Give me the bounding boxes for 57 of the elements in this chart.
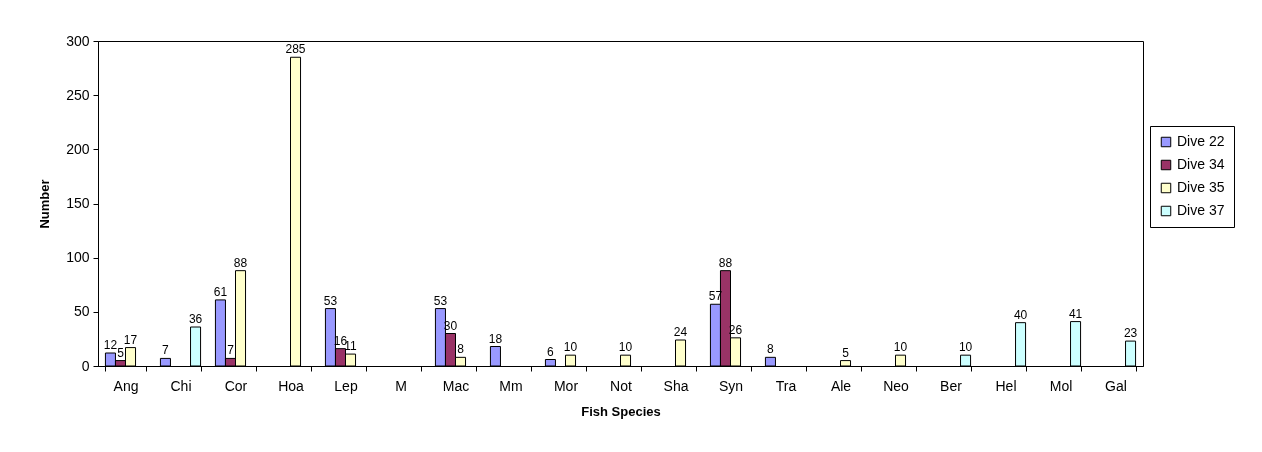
x-tick-label: Mor (553, 377, 579, 394)
x-tick-label: Ber (940, 377, 963, 394)
y-tick-label: 50 (73, 303, 90, 320)
x-tick-label: M (395, 377, 407, 394)
data-label: 88 (718, 255, 733, 270)
data-label: 24 (673, 325, 688, 339)
x-tick-label: Hel (995, 377, 1017, 394)
x-tick-label: Hoa (278, 377, 305, 394)
data-label: 53 (323, 293, 338, 308)
data-label: 10 (618, 340, 633, 355)
x-tick-label: Lep (334, 377, 358, 394)
x-tick-label: Mm (499, 377, 523, 394)
x-tick-label: Chi (170, 377, 192, 394)
y-tick-label: 100 (66, 249, 90, 266)
data-label: 5 (117, 345, 125, 360)
legend-label: Dive 34 (1177, 156, 1225, 172)
data-label: 8 (457, 342, 465, 357)
data-label: 12 (103, 338, 118, 352)
x-tick-label: Syn (718, 377, 744, 394)
data-label: 5 (842, 345, 850, 360)
y-tick-label: 300 (66, 32, 90, 49)
legend-label: Dive 37 (1177, 202, 1225, 218)
data-label: 23 (1123, 326, 1138, 341)
x-tick-label: Mol (1049, 377, 1073, 394)
y-tick-label: 200 (66, 140, 90, 157)
x-tick-label: Tra (775, 377, 797, 394)
legend-label: Dive 35 (1177, 179, 1225, 195)
data-label: 10 (563, 340, 578, 355)
y-axis-title: Number (37, 179, 53, 229)
data-label: 36 (188, 312, 203, 326)
data-label: 6 (547, 344, 555, 359)
y-tick-label: 250 (66, 86, 90, 103)
data-label: 18 (488, 331, 503, 346)
x-tick-label: Cor (224, 377, 248, 394)
data-label: 7 (227, 343, 235, 358)
legend-label: Dive 22 (1177, 133, 1225, 149)
data-label: 53 (433, 293, 448, 308)
data-label: 41 (1068, 306, 1083, 321)
x-tick-label: Not (610, 377, 632, 394)
data-label: 88 (233, 255, 248, 270)
data-label: 8 (767, 342, 775, 357)
data-label: 17 (123, 332, 138, 347)
data-label: 285 (285, 42, 306, 57)
data-label: 61 (213, 284, 228, 299)
data-label: 7 (162, 343, 170, 358)
x-tick-label: Mac (442, 377, 470, 394)
data-label: 10 (958, 340, 973, 355)
data-label: 10 (893, 340, 908, 355)
x-axis-title: Fish Species (581, 403, 661, 419)
x-tick-label: Ale (830, 377, 852, 394)
y-tick-label: 0 (81, 357, 90, 374)
x-tick-label: Ang (113, 377, 139, 394)
y-tick-label: 150 (66, 195, 90, 211)
data-label: 40 (1013, 307, 1028, 322)
x-tick-label: Neo (883, 377, 910, 394)
x-tick-label: Gal (1105, 377, 1127, 394)
x-tick-label: Sha (663, 377, 689, 394)
